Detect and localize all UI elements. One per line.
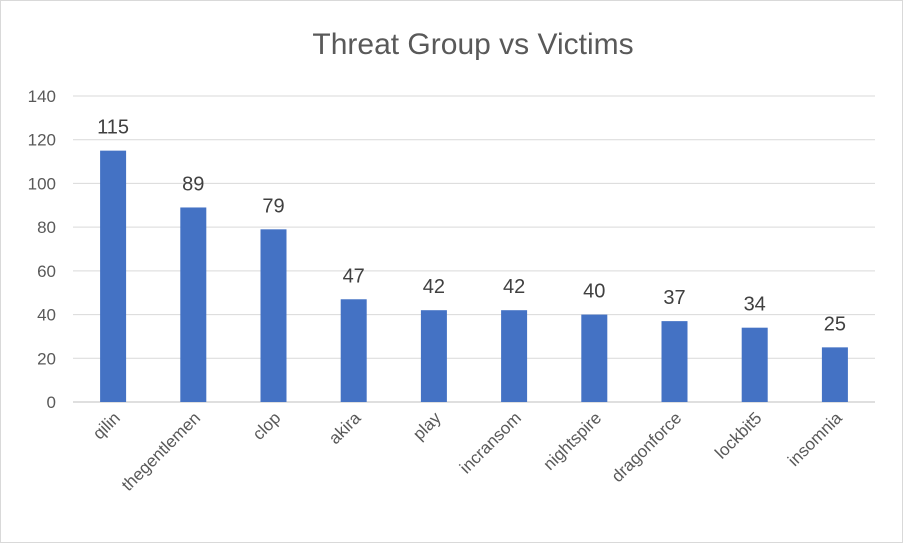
y-tick-label: 20: [37, 349, 56, 368]
y-tick-label: 40: [37, 306, 56, 325]
data-label-incransom: 42: [503, 276, 525, 298]
chart-title: Threat Group vs Victims: [312, 28, 633, 61]
category-label-akira: akira: [325, 408, 365, 448]
bar-lockbit5: [741, 327, 768, 402]
category-label-play: play: [409, 408, 445, 444]
data-labels: 115 89 79 47 42 42 40 37 34 25: [97, 117, 846, 336]
category-label-insomnia: insomnia: [784, 408, 846, 470]
y-tick-label: 120: [28, 131, 56, 150]
category-label-qilin: qilin: [89, 408, 124, 443]
y-tick-label: 0: [47, 393, 56, 412]
category-label-clop: clop: [249, 408, 284, 443]
data-label-lockbit5: 34: [744, 294, 766, 316]
y-axis-ticks: 0 20 40 60 80 100 120 140: [28, 87, 56, 412]
gridlines: [73, 95, 875, 403]
data-label-play: 42: [423, 276, 445, 298]
bar-clop: [260, 229, 287, 402]
y-tick-label: 60: [37, 262, 56, 281]
data-label-dragonforce: 37: [663, 287, 685, 309]
y-tick-label: 80: [37, 218, 56, 237]
y-tick-label: 140: [28, 87, 56, 106]
category-label-lockbit5: lockbit5: [711, 408, 765, 462]
bar-thegentlemen: [180, 207, 207, 402]
bars: [100, 150, 848, 402]
bar-akira: [340, 299, 367, 402]
bar-insomnia: [821, 347, 848, 402]
y-tick-label: 100: [28, 174, 56, 193]
data-label-clop: 79: [262, 195, 284, 217]
data-label-qilin: 115: [97, 117, 129, 139]
data-label-insomnia: 25: [824, 313, 846, 335]
data-label-nightspire: 40: [583, 281, 605, 303]
bar-play: [420, 310, 447, 402]
data-label-thegentlemen: 89: [182, 173, 204, 195]
bar-incransom: [501, 310, 528, 402]
bar-qilin: [100, 150, 127, 402]
category-label-incransom: incransom: [456, 408, 525, 477]
category-label-thegentlemen: thegentlemen: [118, 408, 204, 494]
category-label-nightspire: nightspire: [540, 408, 606, 474]
data-label-akira: 47: [343, 265, 365, 287]
bar-dragonforce: [661, 321, 688, 402]
bar-nightspire: [581, 314, 608, 402]
category-label-dragonforce: dragonforce: [608, 408, 686, 486]
